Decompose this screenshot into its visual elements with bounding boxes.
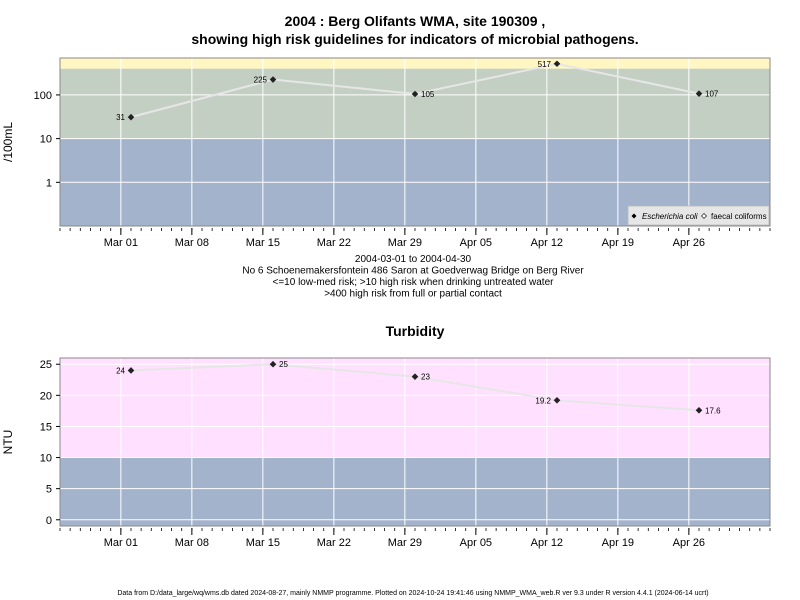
y-tick-label: 20 — [40, 390, 52, 402]
data-label: 25 — [279, 360, 288, 369]
x-tick-label: Apr 12 — [531, 237, 563, 249]
x-tick-label: Apr 05 — [460, 237, 492, 249]
x-tick-label: Mar 01 — [104, 537, 138, 549]
chart-title-line-1: 2004 : Berg Olifants WMA, site 190309 , — [285, 13, 546, 29]
plot-border — [59, 357, 771, 527]
data-label: 107 — [705, 90, 719, 99]
data-label: 517 — [538, 60, 552, 69]
risk-band-2 — [60, 68, 770, 139]
y-tick-label: 15 — [40, 421, 52, 433]
chart-panel-2: 0 5 10 15 20 25 Mar 01 Mar 08 Mar 15 Mar 22 Mar 29… — [1, 323, 771, 549]
chart-panel-1: 1 10 100 Mar 01 Mar 08 Mar 15 Mar 22 Mar 29 Apr … — [1, 13, 771, 300]
data-label: 19.2 — [535, 396, 551, 405]
x-tick-label: Apr 26 — [673, 537, 705, 549]
y-tick-label: 5 — [46, 484, 52, 496]
footer-note: Data from D:/data_large/wq/wms.db dated … — [117, 590, 708, 597]
y-tick-label: 0 — [46, 515, 52, 527]
data-label: 24 — [116, 366, 125, 375]
data-point — [127, 367, 135, 374]
data-point — [411, 90, 419, 98]
x-tick-label: Mar 22 — [317, 237, 351, 249]
data-point — [695, 90, 703, 97]
y-axis-label: NTU — [1, 430, 15, 455]
risk-band-1 — [60, 457, 770, 526]
x-tick-label: Mar 08 — [175, 537, 209, 549]
x-tick-label: Apr 19 — [602, 537, 634, 549]
data-label: 23 — [421, 373, 430, 382]
x-tick-label: Apr 19 — [602, 237, 634, 249]
data-label: 225 — [254, 76, 268, 85]
chart-note-line: No 6 Schoenemakersfontein 486 Saron at G… — [242, 266, 584, 277]
y-tick-label: 100 — [34, 90, 52, 102]
data-point — [695, 406, 703, 414]
x-tick-label: Apr 05 — [460, 537, 492, 549]
data-point — [553, 60, 561, 68]
x-tick-label: Mar 15 — [246, 237, 280, 249]
x-tick-label: Apr 26 — [673, 237, 705, 249]
chart-title: Turbidity — [386, 323, 445, 339]
x-tick-label: Apr 12 — [531, 537, 563, 549]
x-tick-label: Mar 29 — [388, 237, 422, 249]
x-tick-label: Mar 08 — [175, 237, 209, 249]
data-point — [269, 76, 277, 83]
y-tick-label: 1 — [46, 177, 52, 189]
y-tick-label: 25 — [40, 359, 52, 371]
data-label: 31 — [116, 113, 125, 122]
data-point — [269, 360, 277, 368]
data-point — [127, 113, 135, 121]
x-tick-label: Mar 29 — [388, 537, 422, 549]
x-tick-label: Mar 15 — [246, 537, 280, 549]
y-axis-label: /100mL — [1, 122, 15, 162]
legend-box — [627, 205, 770, 226]
data-label: 105 — [421, 90, 435, 99]
legend-item: faecal coliforms — [711, 212, 767, 221]
data-point — [553, 397, 561, 404]
chart-title-line-2: showing high risk guidelines for indicat… — [191, 31, 638, 47]
x-tick-label: Mar 01 — [104, 237, 138, 249]
data-label: 17.6 — [705, 406, 721, 415]
legend-item: Escherichia coli — [642, 212, 698, 221]
data-point — [411, 373, 419, 380]
legend-marker — [701, 213, 707, 219]
x-tick-label: Mar 22 — [317, 537, 351, 549]
y-tick-label: 10 — [40, 453, 52, 465]
y-tick-label: 10 — [40, 134, 52, 146]
chart-note-line: <=10 low-med risk; >10 high risk when dr… — [273, 277, 555, 288]
chart-note-line: >400 high risk from full or partial cont… — [324, 289, 502, 300]
legend-marker — [631, 213, 637, 219]
plot-border — [59, 57, 771, 227]
risk-band-3 — [60, 58, 770, 69]
chart-note-line: 2004-03-01 to 2004-04-30 — [355, 254, 472, 265]
